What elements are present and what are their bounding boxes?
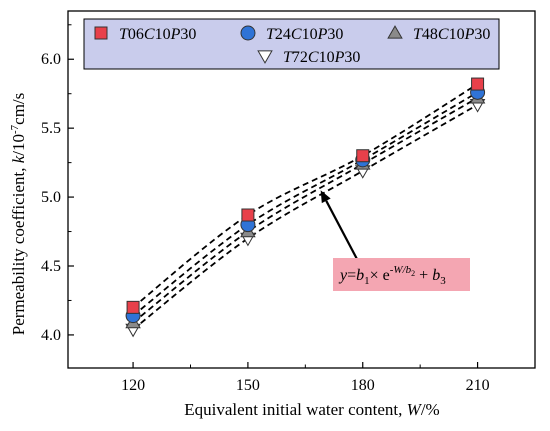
legend-marker-T06C10P30 xyxy=(94,26,108,40)
x-tick-label: 120 xyxy=(121,377,145,394)
legend-marker-T72C10P30 xyxy=(257,50,273,64)
x-tick-label: 210 xyxy=(466,377,490,394)
plot-frame xyxy=(67,10,536,369)
equation-annotation: y=b1× e-W/b2 + b3 xyxy=(320,190,470,291)
legend-label-T24C10P30: T24C10P30 xyxy=(266,26,343,43)
equation-label: y=b1× e-W/b2 + b3 xyxy=(338,264,446,287)
x-tick-label: 150 xyxy=(236,377,260,394)
axes: 120 150 180 210 4.0 4.5 5.0 5.5 6.0 xyxy=(41,10,536,394)
data-point-T06C10P30 xyxy=(241,208,255,222)
legend-box xyxy=(83,18,500,70)
y-tick-label: 6.0 xyxy=(41,51,61,68)
fit-curves xyxy=(132,83,479,331)
fit-curve-T48C10P30 xyxy=(132,97,479,324)
annotation-arrow-head xyxy=(320,190,331,204)
fit-curve-T24C10P30 xyxy=(132,91,479,317)
data-point-T06C10P30 xyxy=(356,149,370,163)
equation-box xyxy=(333,258,470,291)
y-tick-label: 4.5 xyxy=(41,258,61,275)
legend-marker-T48C10P30 xyxy=(387,25,403,39)
y-axis-title: Permeability coefficient, k/10-7cm/s xyxy=(9,93,28,336)
legend-marker-T24C10P30 xyxy=(240,25,256,41)
annotation-arrow xyxy=(325,200,358,260)
y-tick-label: 5.0 xyxy=(41,189,61,206)
fit-curve-T72C10P30 xyxy=(132,103,479,331)
x-tick-label: 180 xyxy=(351,377,375,394)
legend-label-T72C10P30: T72C10P30 xyxy=(283,49,360,66)
legend-label-T06C10P30: T06C10P30 xyxy=(119,26,196,43)
data-point-T06C10P30 xyxy=(126,300,140,314)
data-point-T06C10P30 xyxy=(471,77,485,91)
legend-label-T48C10P30: T48C10P30 xyxy=(413,26,490,43)
fit-curve-T06C10P30 xyxy=(132,83,479,309)
legend: T06C10P30 T24C10P30 T48C10P30 T72C10P30 xyxy=(83,18,500,70)
x-axis-title: Equivalent initial water content, W/% xyxy=(184,400,439,419)
y-tick-label: 4.0 xyxy=(41,327,61,344)
y-tick-label: 5.5 xyxy=(41,120,61,137)
data-points xyxy=(125,77,486,338)
